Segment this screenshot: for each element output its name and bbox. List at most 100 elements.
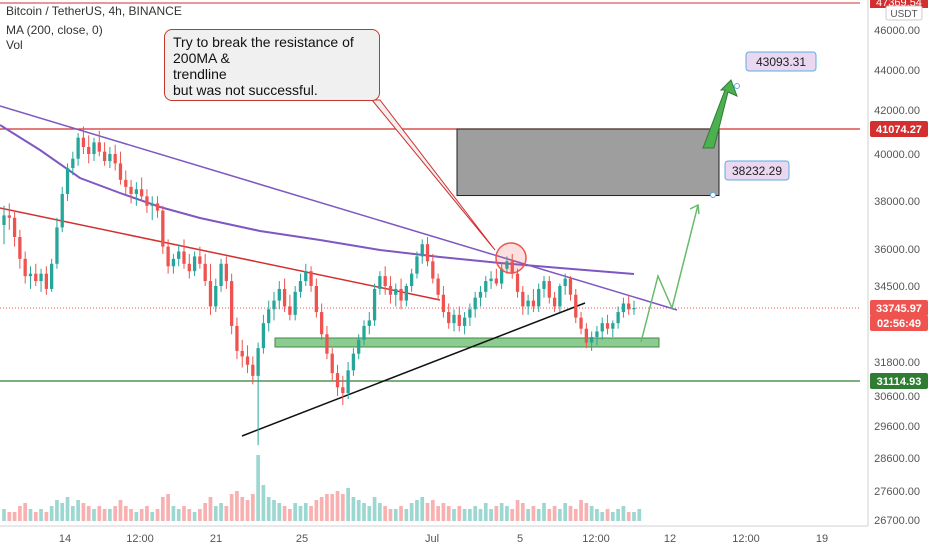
- volume-bar: [102, 509, 107, 521]
- volume-bar: [346, 488, 350, 521]
- candle-body: [346, 370, 350, 394]
- candle-body: [50, 263, 54, 289]
- candle-body: [108, 154, 112, 162]
- candle-body: [198, 256, 202, 264]
- candle-body: [288, 306, 292, 315]
- volume-bar: [372, 497, 377, 521]
- volume-bar: [388, 509, 393, 521]
- candle-body: [500, 268, 504, 284]
- volume-bar: [198, 509, 202, 521]
- candle-body: [579, 317, 583, 329]
- target-label-lower-text: 38232.29: [732, 164, 782, 178]
- candle-body: [214, 286, 218, 307]
- volume-bar: [60, 503, 65, 521]
- volume-bar: [81, 503, 86, 521]
- volume-bar: [272, 500, 276, 521]
- time-tick-label: 12:00: [582, 533, 610, 545]
- volume-bar: [108, 509, 112, 521]
- candle-body: [208, 281, 213, 307]
- target-label-lower-box: [724, 160, 790, 181]
- volume-bar: [235, 491, 239, 521]
- candle-body: [161, 210, 165, 247]
- candle-body: [457, 314, 461, 326]
- candle-body: [76, 137, 80, 159]
- resistance-price-tag: 41074.27: [876, 124, 922, 136]
- candle-body: [431, 261, 435, 279]
- price-tick-label: 40000.00: [874, 149, 920, 161]
- candle-body: [293, 291, 297, 315]
- volume-bar: [552, 506, 557, 521]
- target-point-lower: [710, 192, 716, 198]
- candle-body: [568, 278, 573, 295]
- candle-body: [468, 309, 472, 318]
- countdown-tag: 02:56:49: [877, 318, 921, 330]
- candle-body: [605, 323, 610, 329]
- volume-bar: [356, 500, 361, 521]
- time-tick-label: 19: [816, 533, 828, 545]
- candle-body: [341, 387, 345, 394]
- volume-bar: [393, 509, 398, 521]
- time-axis-bg: [0, 526, 932, 550]
- candle-body: [590, 337, 594, 343]
- volume-bar: [478, 509, 483, 521]
- candle-body: [7, 215, 11, 218]
- candle-body: [552, 297, 557, 307]
- candle-body: [272, 300, 276, 310]
- volume-bar: [589, 506, 594, 521]
- annotation-callout[interactable]: Try to break the resistance of 200MA & t…: [164, 29, 380, 101]
- volume-bar: [378, 503, 382, 521]
- current-price-tag-bg: [870, 300, 928, 316]
- volume-bar: [266, 497, 271, 521]
- volume-bar: [171, 506, 176, 521]
- candle-body: [372, 288, 377, 321]
- volume-bar: [314, 500, 319, 521]
- volume-bar: [579, 500, 583, 521]
- ma-indicator-label[interactable]: MA (200, close, 0): [6, 23, 103, 37]
- candle-body: [584, 328, 588, 343]
- volume-bar: [462, 509, 467, 521]
- volume-bar: [65, 497, 70, 521]
- volume-bar: [303, 503, 308, 521]
- projection-arrowhead: [689, 203, 700, 215]
- candle-body: [526, 300, 530, 307]
- countdown-tag-bg: [870, 315, 928, 331]
- volume-bar: [44, 512, 49, 521]
- candle-body: [399, 288, 403, 301]
- volume-bar: [600, 512, 605, 521]
- volume-bars: [2, 455, 642, 521]
- red-trendline: [0, 207, 441, 301]
- volume-indicator-label[interactable]: Vol: [6, 38, 23, 52]
- price-tick-label: 27600.00: [874, 486, 920, 498]
- candle-body: [166, 246, 170, 267]
- candle-body: [23, 258, 27, 277]
- volume-bar: [595, 509, 599, 521]
- volume-bar: [155, 509, 160, 521]
- volume-bar: [531, 506, 536, 521]
- candle-body: [97, 142, 101, 152]
- candle-body: [632, 307, 636, 310]
- projection-path: [640, 204, 699, 343]
- volume-bar: [547, 509, 552, 521]
- volume-bar: [55, 500, 59, 521]
- volume-bar: [573, 509, 578, 521]
- volume-bar: [219, 503, 223, 521]
- target-point-upper: [734, 83, 740, 89]
- rejection-highlight: [495, 242, 527, 274]
- volume-bar: [12, 512, 17, 521]
- support-price-tag-bg: [870, 373, 928, 389]
- volume-bar: [39, 509, 43, 521]
- volume-bar: [483, 503, 488, 521]
- candle-body: [235, 325, 239, 351]
- volume-bar: [399, 506, 403, 521]
- candle-body: [261, 323, 266, 349]
- candle-body: [140, 189, 144, 197]
- volume-bar: [409, 503, 414, 521]
- candles: [2, 126, 636, 446]
- price-axis: 26700.00 27600.00 28600.00 29600.00 30600.00…: [867, 0, 932, 530]
- candle-body: [616, 312, 620, 324]
- candle-body: [65, 168, 70, 194]
- candle-body: [282, 288, 287, 307]
- candle-body: [60, 193, 64, 228]
